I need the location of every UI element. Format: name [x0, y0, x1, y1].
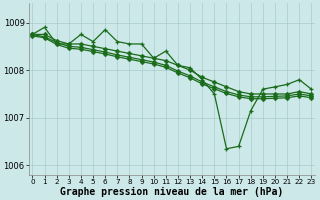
X-axis label: Graphe pression niveau de la mer (hPa): Graphe pression niveau de la mer (hPa) — [60, 186, 284, 197]
